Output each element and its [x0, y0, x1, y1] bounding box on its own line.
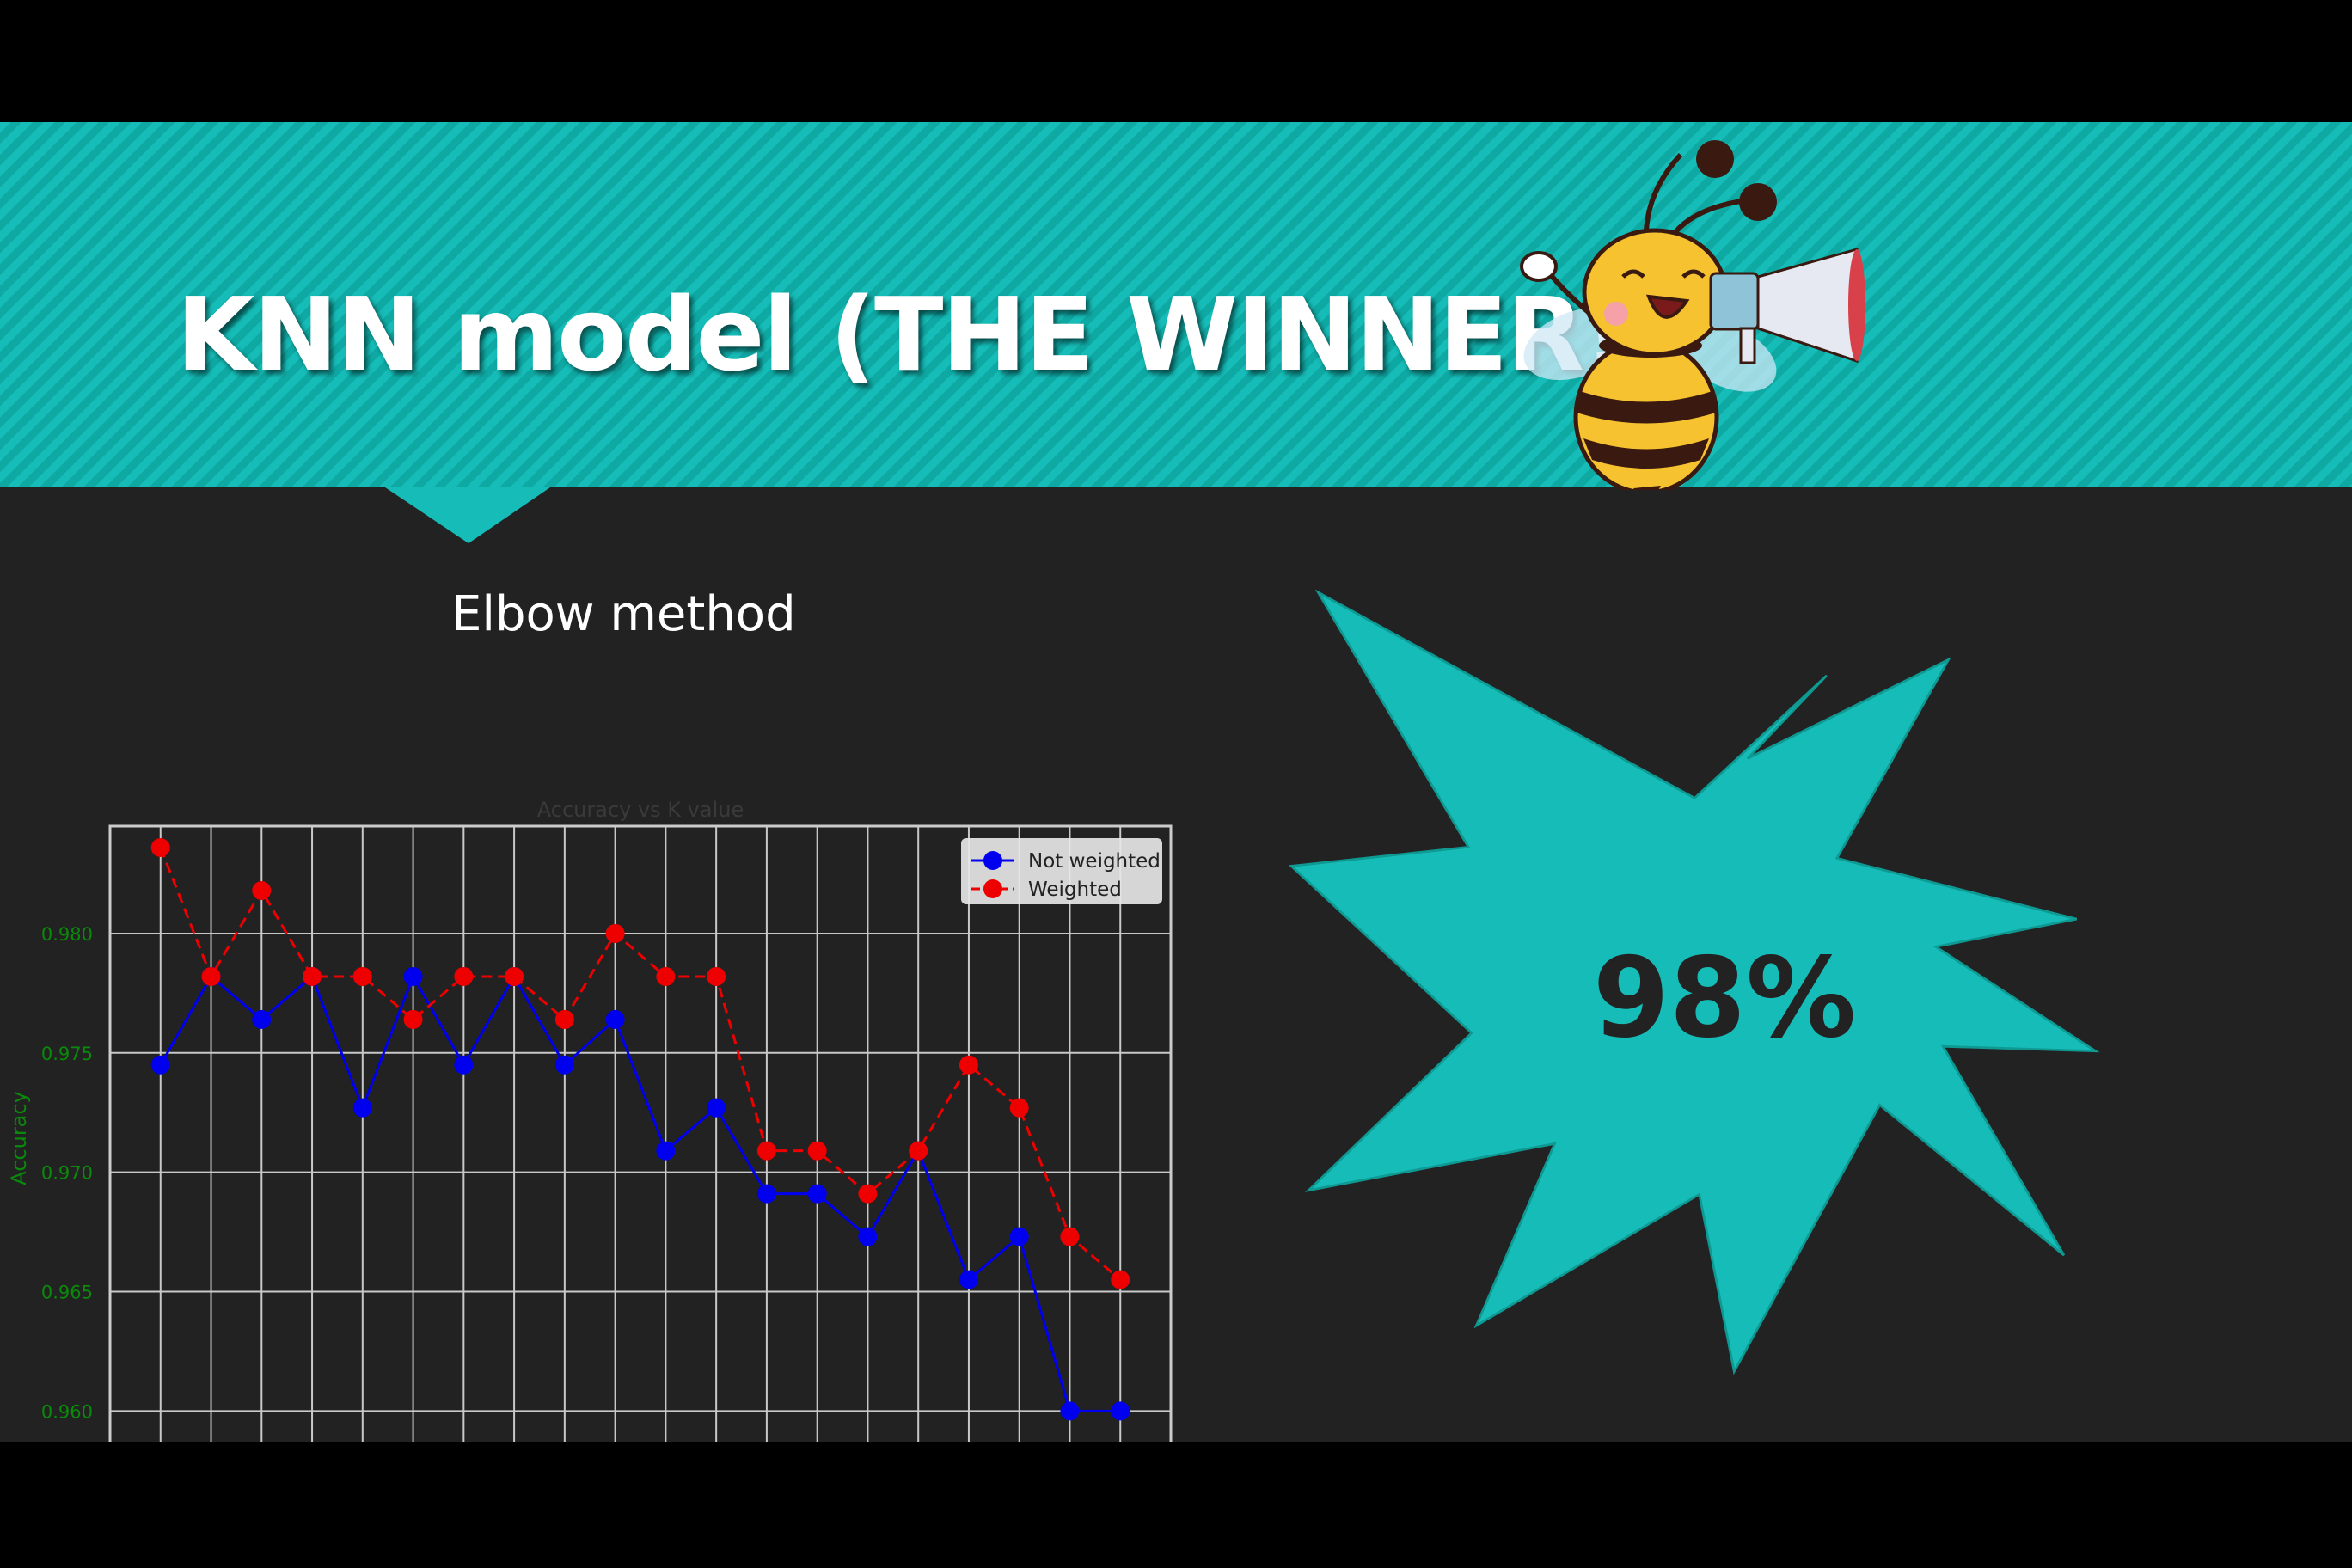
- legend: Not weighted Weighted: [961, 838, 1162, 904]
- plot-frame: [108, 824, 1173, 1442]
- data-point: [403, 1009, 423, 1029]
- legend-entry: Not weighted: [971, 850, 1161, 873]
- data-point: [554, 1009, 574, 1029]
- y-tick-label: 0.975: [41, 1044, 93, 1064]
- legend-label: Weighted: [1028, 879, 1122, 901]
- y-tick-label: 0.970: [41, 1163, 93, 1184]
- data-point: [352, 966, 372, 986]
- elbow-chart: 1 2 3 4 5 6 7 8 9 10 11 12 13 14 15 16 17 18 19 20 21 220.960…: [7, 798, 1173, 1442]
- data-point: [352, 1098, 372, 1118]
- data-point: [1009, 1098, 1029, 1118]
- slide-title: KNN model (THE WINNER!): [176, 275, 1674, 394]
- data-point: [454, 1055, 474, 1075]
- banner-pointer: [385, 487, 550, 543]
- legend-label: Not weighted: [1028, 850, 1161, 873]
- legend-entry: Weighted: [971, 879, 1122, 901]
- data-point: [756, 1184, 776, 1204]
- plot-area: [110, 826, 1171, 1442]
- data-point: [150, 837, 170, 857]
- data-point: [252, 880, 272, 900]
- bee-megaphone-illustration: [1520, 140, 1865, 490]
- chart-subtitle: Elbow method: [451, 586, 796, 642]
- data-point: [554, 1055, 574, 1075]
- data-point: [505, 966, 524, 986]
- legend-marker: [983, 879, 1002, 898]
- data-point: [807, 1184, 827, 1204]
- legend-box: [961, 838, 1162, 904]
- data-point: [858, 1227, 878, 1246]
- data-point: [150, 1055, 170, 1075]
- data-point: [1111, 1270, 1130, 1289]
- y-tick-label: 0.965: [41, 1283, 93, 1303]
- data-point: [656, 1141, 676, 1161]
- y-tick-label: 0.980: [41, 924, 93, 945]
- starburst-shape: [1288, 589, 2100, 1375]
- title-banner: [0, 122, 2352, 487]
- data-point: [1111, 1401, 1130, 1421]
- data-point: [656, 966, 676, 986]
- data-point: [756, 1141, 776, 1161]
- y-axis-label: Accuracy: [7, 1091, 31, 1185]
- data-point: [959, 1270, 978, 1289]
- data-point: [454, 966, 474, 986]
- data-point: [1060, 1227, 1080, 1246]
- data-point: [605, 1009, 625, 1029]
- data-point: [707, 966, 726, 986]
- y-tick-label: 0.960: [41, 1401, 93, 1422]
- data-point: [201, 966, 221, 986]
- legend-marker: [983, 851, 1002, 870]
- data-point: [1060, 1401, 1080, 1421]
- slide: KNN model (THE WINNER!) Elbow method: [0, 122, 2352, 1442]
- data-point: [707, 1098, 726, 1118]
- data-point: [1009, 1227, 1029, 1246]
- data-point: [959, 1055, 978, 1075]
- data-point: [403, 966, 423, 986]
- data-point: [605, 923, 625, 943]
- series-line: [159, 973, 1121, 1412]
- data-point: [807, 1141, 827, 1161]
- accuracy-value: 98%: [1593, 934, 1856, 1063]
- data-point: [252, 1009, 272, 1029]
- data-point: [909, 1141, 928, 1161]
- data-point: [858, 1184, 878, 1204]
- series-weighted: [150, 837, 1130, 1289]
- accuracy-starburst: 98%: [1288, 589, 2100, 1375]
- chart-title: Accuracy vs K value: [537, 798, 744, 822]
- data-point: [303, 966, 322, 986]
